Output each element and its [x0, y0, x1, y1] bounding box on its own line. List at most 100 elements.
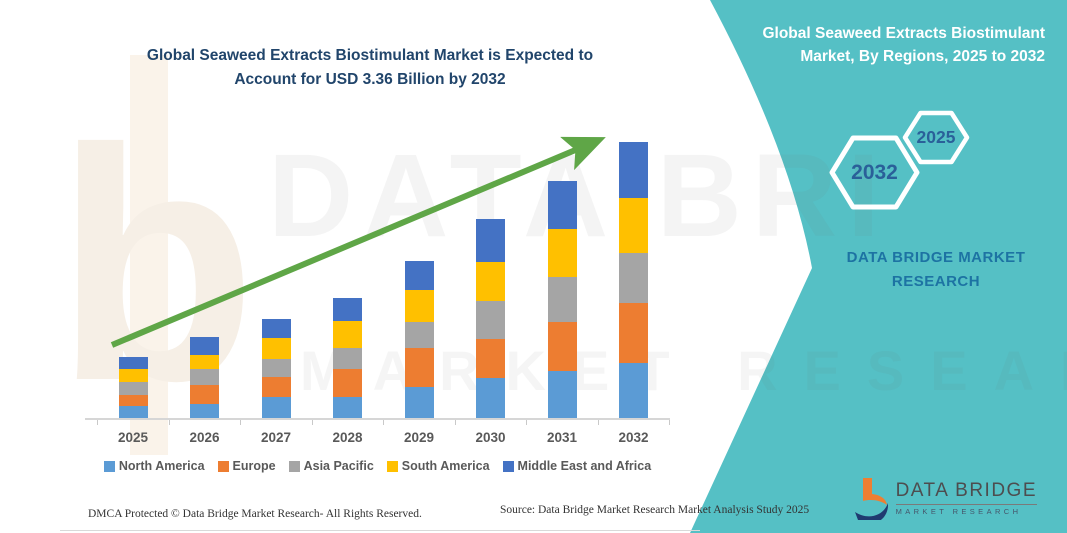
stacked-bar-chart	[118, 141, 648, 419]
axis-tick	[311, 420, 313, 425]
segment-south-america	[476, 262, 505, 301]
legend-item-south-america: South America	[386, 459, 490, 473]
x-axis-label: 2025	[117, 430, 149, 445]
segment-south-america	[404, 290, 434, 323]
segment-europe	[547, 321, 577, 372]
segment-north-america	[190, 404, 219, 419]
segment-south-america	[261, 338, 291, 359]
segment-north-america	[333, 396, 362, 419]
segment-south-america	[333, 320, 362, 348]
axis-tick	[383, 420, 385, 425]
segment-europe	[333, 368, 362, 397]
x-axis-label: 2028	[332, 430, 363, 445]
segment-europe	[261, 376, 291, 397]
legend-label: Europe	[232, 459, 276, 473]
logo-title: DATA BRIDGE	[895, 480, 1037, 505]
legend-swatch	[386, 460, 398, 472]
segment-asia-pacific	[190, 369, 219, 386]
segment-south-america	[118, 369, 148, 382]
bar-2026	[190, 337, 219, 419]
segment-north-america	[404, 386, 434, 419]
axis-tick	[597, 420, 599, 425]
watermark-logo-letter: b	[55, 80, 257, 449]
x-axis-label: 2032	[618, 430, 649, 445]
databridge-logo: DATA BRIDGE MARKET RESEARCH	[852, 476, 1037, 520]
segment-north-america	[118, 405, 148, 419]
legend-label: South America	[401, 459, 490, 473]
legend-label: North America	[118, 459, 205, 473]
legend-swatch	[288, 460, 300, 472]
axis-tick	[526, 420, 528, 425]
chart-title-line2: Account for USD 3.36 Billion by 2032	[234, 71, 506, 89]
x-axis-label: 2029	[403, 430, 435, 445]
segment-middle-east-and-africa	[333, 297, 362, 321]
footer-dmca-text: DMCA Protected © Data Bridge Market Rese…	[88, 508, 422, 520]
chart-title: Global Seaweed Extracts Biostimulant Mar…	[80, 44, 660, 92]
hexagon-2025	[902, 110, 970, 165]
segment-asia-pacific	[476, 300, 505, 339]
legend-item-north-america: North America	[103, 459, 205, 473]
segment-north-america	[476, 377, 505, 419]
axis-tick	[240, 420, 242, 425]
segment-middle-east-and-africa	[190, 337, 219, 356]
segment-asia-pacific	[619, 253, 648, 303]
segment-middle-east-and-africa	[476, 219, 505, 263]
x-axis-line	[85, 418, 670, 420]
segment-europe	[118, 395, 148, 406]
hexagon-year-large: 2032	[851, 160, 898, 184]
legend-swatch	[502, 460, 514, 472]
legend-label: Asia Pacific	[303, 459, 374, 473]
hexagon-year-small: 2025	[916, 127, 956, 147]
x-axis-label: 2030	[475, 430, 506, 445]
legend-swatch	[103, 460, 115, 472]
bar-2031	[547, 180, 577, 419]
axis-tick	[97, 420, 99, 425]
bar-2025	[118, 357, 148, 419]
segment-europe	[619, 302, 648, 363]
x-axis-label: 2026	[189, 430, 220, 445]
bar-2027	[261, 319, 291, 419]
legend-item-middle-east-and-africa: Middle East and Africa	[502, 459, 652, 473]
legend-label: Middle East and Africa	[517, 459, 652, 473]
segment-south-america	[190, 355, 219, 370]
segment-middle-east-and-africa	[619, 141, 648, 198]
axis-tick	[669, 420, 671, 425]
segment-middle-east-and-africa	[118, 357, 148, 370]
segment-asia-pacific	[261, 358, 291, 377]
panel-heading: Global Seaweed Extracts Biostimulant Mar…	[762, 25, 1045, 66]
segment-middle-east-and-africa	[547, 180, 577, 230]
logo-subtitle: MARKET RESEARCH	[895, 507, 1022, 516]
segment-middle-east-and-africa	[404, 260, 434, 291]
legend-item-europe: Europe	[217, 459, 276, 473]
bar-2029	[404, 260, 434, 419]
axis-tick	[168, 420, 170, 425]
segment-south-america	[547, 229, 577, 278]
segment-middle-east-and-africa	[261, 319, 291, 339]
footer-source-text: Source: Data Bridge Market Research Mark…	[500, 504, 810, 516]
bar-2028	[333, 297, 362, 419]
legend-item-asia-pacific: Asia Pacific	[288, 459, 374, 473]
x-axis-label: 2027	[260, 430, 292, 445]
axis-tick	[454, 420, 456, 425]
segment-north-america	[261, 396, 291, 419]
bar-2030	[476, 219, 505, 419]
hexagon-2032	[829, 135, 920, 210]
chart-legend: North America Europe Asia Pacific South Ame…	[85, 459, 670, 473]
segment-europe	[404, 348, 434, 387]
bar-2032	[619, 141, 648, 419]
segment-south-america	[619, 197, 648, 254]
footer-divider	[60, 530, 700, 531]
segment-north-america	[547, 371, 577, 419]
x-axis-label: 2031	[546, 430, 578, 445]
chart-title-line1: Global Seaweed Extracts Biostimulant Mar…	[146, 47, 594, 64]
segment-asia-pacific	[404, 322, 434, 349]
segment-europe	[190, 385, 219, 405]
brand-text: DATA BRIDGE MARKET RESEARCH	[846, 249, 1026, 290]
segment-europe	[476, 338, 505, 378]
segment-asia-pacific	[333, 347, 362, 369]
segment-asia-pacific	[547, 277, 577, 322]
databridge-logo-icon	[854, 478, 888, 520]
